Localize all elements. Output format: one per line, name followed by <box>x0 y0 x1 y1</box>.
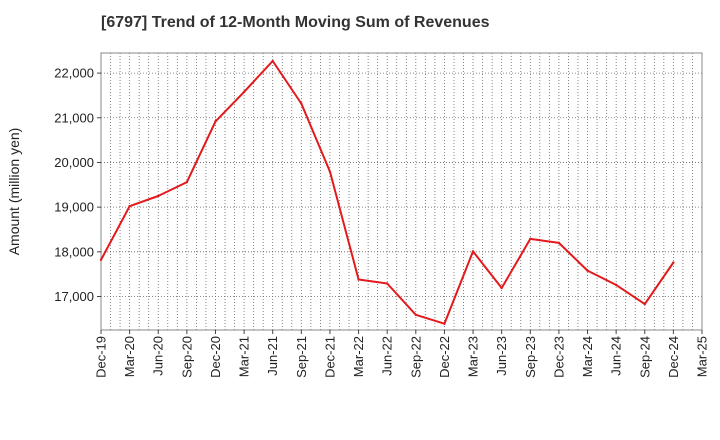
x-tick-label: Sep-23 <box>523 336 538 378</box>
x-axis-ticks: Dec-19 Mar-20 Jun-20 Sep-20 Dec-20 Mar-21 Jun-… <box>94 330 710 378</box>
data-point <box>300 102 303 105</box>
data-point <box>529 237 532 241</box>
data-point <box>242 90 246 94</box>
data-point <box>357 278 360 281</box>
x-tick-label: Mar-23 <box>466 336 481 377</box>
grid-lines <box>101 53 702 330</box>
x-tick-label: Jun-22 <box>380 336 395 376</box>
y-tick-label: 20,000 <box>54 155 94 170</box>
y-axis-ticks: 17,000 18,000 19,000 20,000 21,000 22,000 <box>54 66 101 304</box>
x-tick-label: Dec-19 <box>94 336 109 378</box>
data-point <box>643 302 646 306</box>
data-point <box>328 170 332 174</box>
data-point <box>99 258 103 262</box>
x-tick-label: Mar-24 <box>580 336 595 377</box>
x-tick-label: Dec-23 <box>551 336 566 378</box>
data-point <box>557 241 561 245</box>
data-point <box>672 261 675 264</box>
data-point <box>414 313 418 317</box>
x-tick-label: Dec-21 <box>322 336 337 378</box>
x-tick-label: Mar-25 <box>695 336 710 377</box>
data-point <box>128 205 131 208</box>
data-point <box>185 180 189 184</box>
data-point <box>385 282 389 285</box>
x-tick-label: Sep-21 <box>294 336 309 378</box>
x-tick-label: Mar-22 <box>351 336 366 377</box>
x-tick-label: Jun-20 <box>151 336 166 376</box>
data-point <box>614 283 618 287</box>
data-point <box>471 250 475 253</box>
x-tick-label: Sep-22 <box>408 336 423 378</box>
y-tick-label: 17,000 <box>54 289 94 304</box>
data-point <box>214 120 217 123</box>
x-tick-label: Mar-21 <box>237 336 252 377</box>
x-tick-label: Sep-24 <box>637 336 652 378</box>
x-tick-label: Jun-21 <box>265 336 280 376</box>
y-tick-label: 22,000 <box>54 66 94 81</box>
x-tick-label: Mar-20 <box>122 336 137 377</box>
x-tick-label: Dec-20 <box>208 336 223 378</box>
data-point <box>271 59 274 63</box>
plot-area-frame <box>100 52 703 331</box>
y-axis-label: Amount (million yen) <box>6 128 22 256</box>
x-tick-label: Dec-22 <box>437 336 452 378</box>
data-point <box>157 194 160 198</box>
chart-title: [6797] Trend of 12-Month Moving Sum of R… <box>101 14 490 31</box>
y-tick-label: 18,000 <box>54 244 94 259</box>
x-tick-label: Sep-20 <box>179 336 194 378</box>
data-point <box>500 286 503 290</box>
x-tick-label: Jun-24 <box>609 336 624 376</box>
y-tick-label: 19,000 <box>54 200 94 215</box>
data-point <box>586 269 589 272</box>
x-tick-label: Jun-23 <box>494 336 509 376</box>
y-tick-label: 21,000 <box>54 110 94 125</box>
x-tick-label: Dec-24 <box>666 336 681 378</box>
data-point <box>443 322 446 325</box>
series-layer <box>99 59 675 325</box>
